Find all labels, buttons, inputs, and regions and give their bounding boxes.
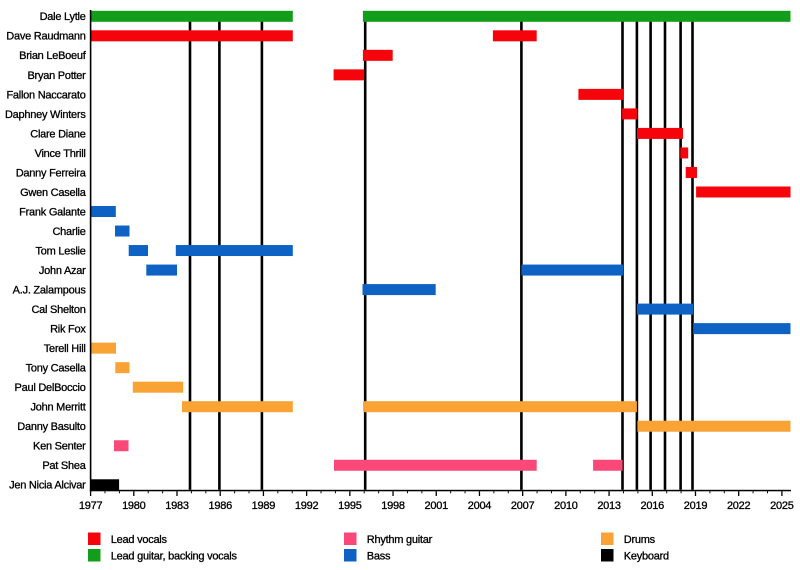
svg-text:2022: 2022: [727, 500, 751, 512]
svg-text:Charlie: Charlie: [52, 226, 85, 238]
svg-text:2016: 2016: [641, 500, 665, 512]
svg-text:1995: 1995: [338, 500, 362, 512]
svg-text:Tony Casella: Tony Casella: [26, 363, 87, 375]
svg-text:Danny Ferreira: Danny Ferreira: [16, 167, 87, 179]
svg-text:Brian LeBoeuf: Brian LeBoeuf: [19, 50, 87, 62]
svg-text:Tom Leslie: Tom Leslie: [36, 245, 86, 257]
svg-text:Daphney Winters: Daphney Winters: [5, 109, 86, 121]
svg-text:Dale Lytle: Dale Lytle: [40, 11, 86, 23]
svg-text:2004: 2004: [468, 500, 492, 512]
svg-text:1977: 1977: [79, 500, 103, 512]
svg-text:Frank Galante: Frank Galante: [19, 206, 86, 218]
svg-text:Bryan Potter: Bryan Potter: [27, 70, 86, 82]
svg-text:Fallon Naccarato: Fallon Naccarato: [6, 89, 85, 101]
svg-text:1980: 1980: [122, 500, 146, 512]
svg-text:Dave Raudmann: Dave Raudmann: [6, 31, 85, 43]
svg-text:1992: 1992: [295, 500, 319, 512]
svg-text:John Merritt: John Merritt: [31, 402, 86, 414]
svg-text:Gwen Casella: Gwen Casella: [20, 187, 87, 199]
svg-text:Cal Shelton: Cal Shelton: [31, 304, 85, 316]
svg-text:2013: 2013: [597, 500, 621, 512]
svg-text:Lead vocals: Lead vocals: [111, 534, 168, 546]
svg-text:2001: 2001: [425, 500, 449, 512]
svg-text:Rik Fox: Rik Fox: [50, 324, 86, 336]
svg-text:2010: 2010: [554, 500, 578, 512]
svg-text:2007: 2007: [511, 500, 535, 512]
svg-text:Pat Shea: Pat Shea: [42, 460, 86, 472]
svg-text:2025: 2025: [770, 500, 794, 512]
svg-text:1998: 1998: [381, 500, 405, 512]
svg-text:Danny Basulto: Danny Basulto: [17, 421, 85, 433]
svg-text:John Azar: John Azar: [39, 265, 86, 277]
svg-text:1986: 1986: [208, 500, 232, 512]
svg-text:Jen Nicia Alcivar: Jen Nicia Alcivar: [9, 480, 86, 492]
svg-text:Ken Senter: Ken Senter: [33, 441, 86, 453]
svg-text:2019: 2019: [684, 500, 708, 512]
svg-text:A.J. Zalampous: A.J. Zalampous: [13, 284, 87, 296]
svg-text:Paul DelBoccio: Paul DelBoccio: [15, 382, 86, 394]
svg-text:Keyboard: Keyboard: [624, 550, 669, 562]
svg-text:Drums: Drums: [624, 534, 656, 546]
svg-text:Rhythm guitar: Rhythm guitar: [367, 534, 433, 546]
svg-text:1989: 1989: [252, 500, 276, 512]
svg-text:Vince Thrill: Vince Thrill: [35, 148, 86, 160]
svg-text:Lead guitar, backing vocals: Lead guitar, backing vocals: [111, 550, 238, 562]
svg-text:Clare Diane: Clare Diane: [30, 128, 85, 140]
svg-text:1983: 1983: [165, 500, 189, 512]
svg-text:Bass: Bass: [367, 550, 391, 562]
svg-text:Terell Hill: Terell Hill: [44, 343, 86, 355]
